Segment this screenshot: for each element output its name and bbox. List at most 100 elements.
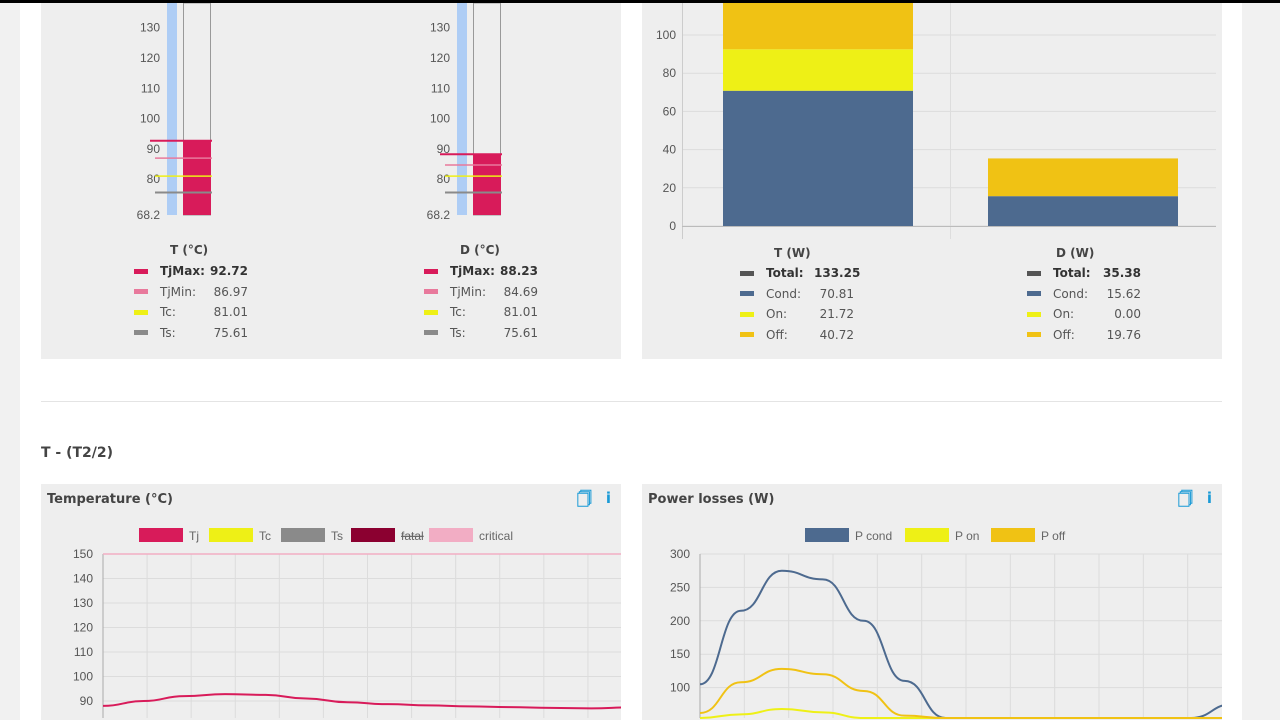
legend-swatch [1027, 332, 1041, 338]
legend-label: Ts: [160, 325, 176, 340]
legend-label: TjMax: [450, 264, 495, 279]
top-bar [0, 0, 1280, 3]
y-tick-label: 150 [73, 547, 93, 561]
y-tick-label: 100 [73, 670, 93, 684]
y-tick-label: 100 [430, 112, 450, 126]
legend-label: P off [1041, 529, 1066, 543]
gauge-title-d: D (°C) [460, 243, 500, 257]
y-tick-label: 90 [437, 142, 451, 156]
legend-swatch [424, 268, 438, 274]
legend-swatch [351, 528, 395, 542]
losses-bar-chart: 0 20 40 60 80 100 [656, 3, 1216, 239]
y-tick-label: 40 [663, 143, 677, 157]
legend-label: critical [479, 529, 513, 543]
info-icon[interactable]: i [1206, 489, 1212, 507]
y-tick-label: 68.2 [427, 208, 451, 222]
y-tick-label: 250 [670, 580, 690, 594]
legend-value: 40.72 [819, 327, 854, 342]
legend-swatch [1027, 270, 1041, 276]
legend-value: 81.01 [503, 305, 538, 320]
legend-value: 88.23 [500, 264, 538, 279]
bar-segment-cond [723, 90, 913, 226]
section-title: T - (T2/2) [41, 445, 114, 461]
y-tick-label: 120 [140, 51, 160, 65]
y-tick-label: 200 [670, 614, 690, 628]
legend-swatch [424, 330, 438, 336]
y-tick-label: 90 [80, 694, 94, 708]
legend-row: Tc: 81.01 [134, 302, 248, 323]
legend-label: Tc: [450, 305, 466, 320]
y-tick-label: 100 [670, 681, 690, 695]
legend-label: P on [955, 529, 979, 543]
tjmax-bar [473, 154, 501, 215]
legend-value: 15.62 [1106, 286, 1141, 301]
y-tick-label: 80 [437, 172, 451, 186]
y-tick-label: 100 [140, 112, 160, 126]
y-tick-label: 130 [140, 21, 160, 35]
range-bar [457, 3, 467, 215]
y-tick-label: 80 [663, 66, 677, 80]
legend-label: Cond: [766, 286, 801, 301]
y-tick-label: 90 [147, 142, 161, 156]
legend-label: TjMax: [160, 264, 205, 279]
tjmax-bar [183, 140, 211, 215]
legend-row: Ts: 75.61 [424, 323, 538, 344]
bar-segment-off [988, 158, 1178, 197]
legend-value: 84.69 [503, 284, 538, 299]
y-tick-label: 68.2 [137, 208, 161, 222]
y-tick-label: 80 [147, 172, 161, 186]
legend-row: TjMax: 88.23 [424, 261, 538, 282]
y-tick-label: 130 [73, 596, 93, 610]
bar-segment-on [723, 49, 913, 91]
legend-swatch [429, 528, 473, 542]
legend-swatch [740, 270, 754, 276]
legend-row: Cond: 70.81 [740, 284, 854, 305]
panel-title: Power losses (W) [648, 492, 775, 507]
legend-swatch [424, 309, 438, 315]
bar-segment-cond [988, 196, 1178, 226]
legend-value: 70.81 [819, 286, 854, 301]
legend-value: 21.72 [819, 307, 854, 322]
legend-swatch [134, 268, 148, 274]
legend-label: On: [766, 307, 788, 322]
legend-row: Total: 133.25 [740, 263, 860, 284]
gauge-legend-d: TjMax: 88.23 TjMin: 84.69 Tc: 81.01 Ts: 75.61 [424, 261, 538, 343]
legend-value: 75.61 [213, 325, 248, 340]
gauge-title-t: T (°C) [170, 243, 209, 257]
info-icon[interactable]: i [605, 489, 611, 507]
legend-label: On: [1053, 307, 1075, 322]
legend-label: TjMin: [450, 284, 486, 299]
legend-value: 75.61 [503, 325, 538, 340]
legend-swatch [134, 309, 148, 315]
power-line-panel: Power losses (W) 🗍 i 100 150 200 250 300 P con… [642, 484, 1222, 720]
y-tick-label: 110 [431, 81, 450, 95]
y-tick-label: 110 [74, 645, 93, 659]
legend-row: On: 0.00 [1027, 304, 1141, 325]
gauge-legend-t: TjMax: 92.72 TjMin: 86.97 Tc: 81.01 Ts: 75.61 [134, 261, 248, 343]
legend-value: 86.97 [213, 284, 248, 299]
legend-row: Tc: 81.01 [424, 302, 538, 323]
legend-swatch [1027, 291, 1041, 297]
legend-label: Tc [259, 529, 271, 543]
temperature-line-chart: 90 100 110 120 130 140 150 Tj Tc Ts fatal critical [73, 528, 621, 718]
copy-icon[interactable]: 🗍 [1177, 490, 1193, 508]
range-bar [167, 3, 177, 215]
legend-swatch [139, 528, 183, 542]
legend-swatch [740, 311, 754, 317]
series-line-tj [102, 693, 621, 710]
legend-swatch [281, 528, 325, 542]
legend-label: Cond: [1053, 286, 1088, 301]
y-tick-label: 150 [670, 647, 690, 661]
copy-icon[interactable]: 🗍 [576, 490, 592, 508]
legend-value: 92.72 [210, 264, 248, 279]
bar-segment-off [723, 3, 913, 50]
legend-label: fatal [401, 529, 424, 543]
legend-row: Off: 40.72 [740, 325, 854, 346]
legend-value: 35.38 [1103, 266, 1141, 281]
legend-label: Off: [766, 327, 788, 342]
y-tick-label: 110 [141, 81, 160, 95]
temperature-gauge-chart: 68.2 80 90 100 110 120 130 68.2 80 90 100 110 120 130 [137, 3, 502, 222]
legend-value: 81.01 [213, 305, 248, 320]
legend-row: Ts: 75.61 [134, 323, 248, 344]
y-tick-label: 100 [656, 28, 676, 42]
